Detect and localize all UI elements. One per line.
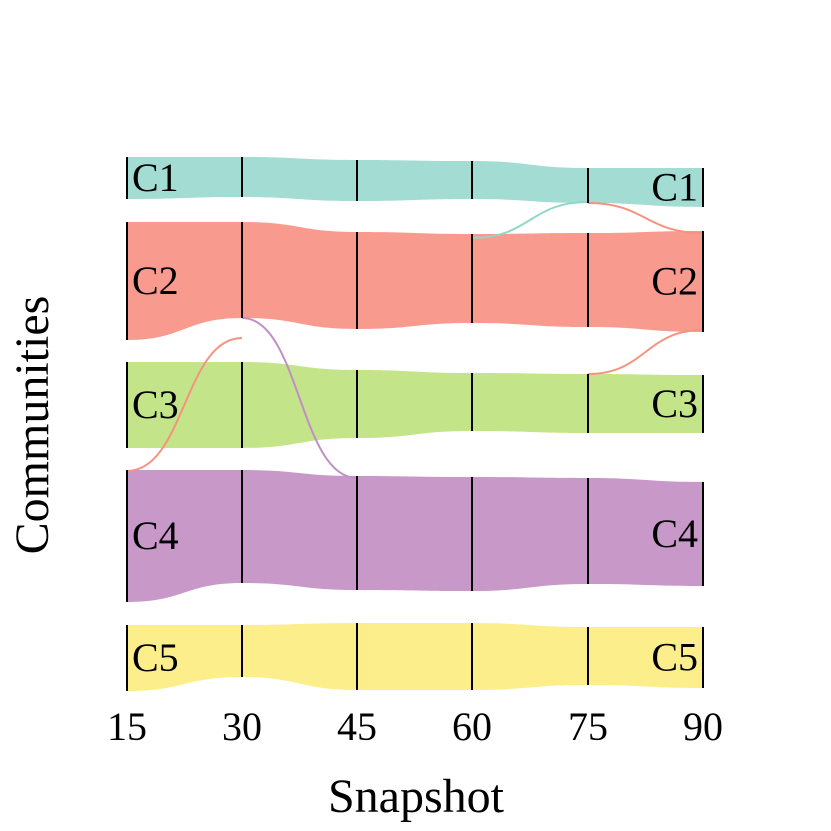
band-c3-segment <box>472 373 588 433</box>
x-tick-label: 45 <box>337 704 377 749</box>
community-label-right: C1 <box>651 165 698 210</box>
band-c4-segment <box>127 470 242 602</box>
community-label-right: C2 <box>651 259 698 304</box>
band-c4-segment <box>588 478 703 586</box>
band-c5-segment <box>127 625 242 691</box>
band-c1-segment <box>588 168 703 207</box>
community-label-left: C5 <box>132 635 179 680</box>
band-c1-segment <box>242 157 357 201</box>
community-label-left: C3 <box>132 382 179 427</box>
band-c2-segment <box>472 233 588 327</box>
band-c1-segment <box>357 160 472 201</box>
flow-c2-to-c1 <box>471 201 589 239</box>
band-c1-segment <box>472 161 588 203</box>
flow-c3-to-c2 <box>126 337 243 472</box>
x-tick-label: 15 <box>107 704 147 749</box>
band-c5-segment <box>357 623 472 690</box>
band-c2-segment <box>357 232 472 329</box>
band-c1-segment <box>127 157 242 199</box>
band-c5-segment <box>588 627 703 688</box>
x-axis-ticks: 15 30 45 60 75 90 <box>107 704 723 749</box>
community-label-left: C2 <box>132 258 179 303</box>
band-c5-segment <box>472 623 588 690</box>
x-tick-label: 30 <box>222 704 262 749</box>
y-axis-label: Communities <box>6 296 59 555</box>
community-bands <box>127 157 703 691</box>
x-tick-label: 60 <box>452 704 492 749</box>
community-label-right: C4 <box>651 511 698 556</box>
flow-c2-to-c4 <box>241 317 358 479</box>
band-c5-segment <box>242 623 357 690</box>
x-axis-label: Snapshot <box>328 770 505 823</box>
community-label-left: C4 <box>132 513 179 558</box>
band-c4-segment <box>472 477 588 591</box>
band-c4-segment <box>242 470 357 590</box>
x-tick-label: 90 <box>683 704 723 749</box>
band-c3-segment <box>357 370 472 438</box>
band-c4-segment <box>357 476 472 591</box>
band-c3-segment <box>588 374 703 433</box>
community-labels: C1 C1 C2 C2 C3 C3 C4 C4 C5 C5 <box>132 155 698 680</box>
band-c3-segment <box>242 362 357 448</box>
band-c2-segment <box>127 222 242 340</box>
community-label-right: C5 <box>651 635 698 680</box>
community-label-left: C1 <box>132 155 179 200</box>
x-tick-label: 75 <box>568 704 608 749</box>
transition-flows <box>126 201 704 479</box>
flow-c2-to-c3 <box>587 329 704 375</box>
flow-c1-to-c2 <box>587 202 704 234</box>
community-label-right: C3 <box>651 381 698 426</box>
snapshot-dividers <box>126 157 704 691</box>
band-c2-segment <box>242 222 357 329</box>
band-c2-segment <box>588 231 703 332</box>
